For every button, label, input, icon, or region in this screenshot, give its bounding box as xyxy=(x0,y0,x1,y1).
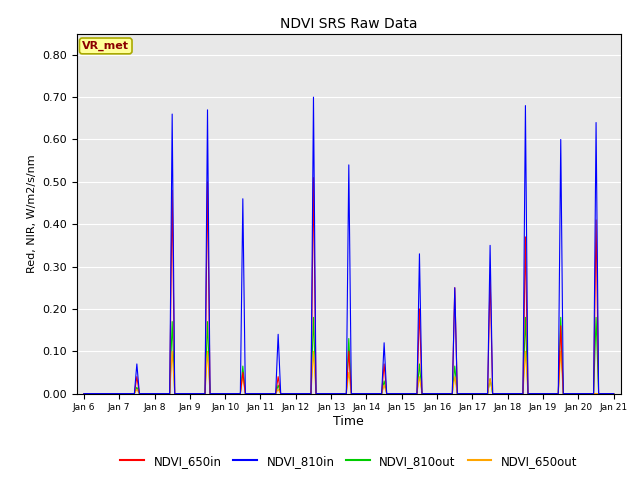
Text: VR_met: VR_met xyxy=(82,41,129,51)
Y-axis label: Red, NIR, W/m2/s/nm: Red, NIR, W/m2/s/nm xyxy=(27,154,36,273)
X-axis label: Time: Time xyxy=(333,415,364,428)
Legend: NDVI_650in, NDVI_810in, NDVI_810out, NDVI_650out: NDVI_650in, NDVI_810in, NDVI_810out, NDV… xyxy=(116,450,582,472)
Title: NDVI SRS Raw Data: NDVI SRS Raw Data xyxy=(280,17,417,31)
